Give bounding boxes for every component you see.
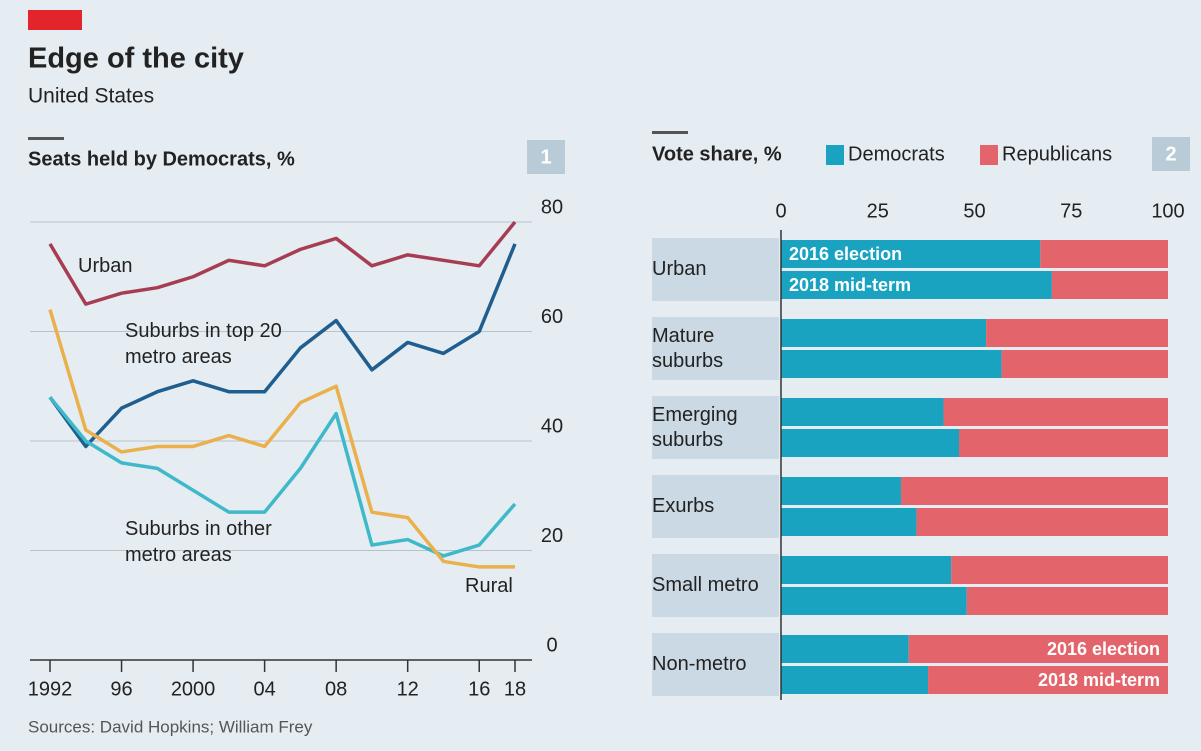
bar-label: 2018 mid-term — [1038, 670, 1160, 690]
bar-segment — [908, 635, 1168, 663]
category-band — [652, 238, 779, 301]
panel-box — [527, 140, 565, 174]
y-tick-label: 40 — [541, 415, 563, 437]
y-tick-label: 60 — [541, 306, 563, 328]
bar-segment — [943, 398, 1168, 426]
category-label: Emerging suburbs — [652, 403, 738, 451]
rule — [652, 131, 688, 134]
chart-title: Seats held by Democrats, % — [28, 148, 295, 170]
category-band — [652, 633, 779, 696]
x-tick-label: 25 — [867, 200, 889, 222]
y-tick-label: 20 — [541, 525, 563, 547]
bar-segment — [916, 508, 1168, 536]
bar-segment — [928, 666, 1168, 694]
category-band — [652, 396, 779, 459]
bar-segment — [781, 508, 917, 536]
x-tick-label: 04 — [253, 678, 275, 700]
legend-swatch — [826, 145, 844, 165]
series-label: Suburbs in other metro areas — [125, 518, 272, 566]
line-series — [48, 243, 517, 449]
x-tick-label: 0 — [775, 200, 786, 222]
bar-segment — [1051, 271, 1168, 299]
bar-segment — [781, 556, 952, 584]
category-label: Small metro — [652, 574, 759, 596]
bar-label: 2016 election — [1047, 639, 1160, 659]
bar-segment — [1040, 240, 1168, 268]
bar-segment — [781, 271, 1052, 299]
panel-number: 2 — [1165, 143, 1176, 165]
y-tick-label: 80 — [541, 196, 563, 218]
bar-segment — [959, 429, 1168, 457]
x-tick-label: 12 — [397, 678, 419, 700]
bar-label: 2016 election — [789, 244, 902, 264]
x-tick-label: 50 — [963, 200, 985, 222]
bar-segment — [781, 587, 967, 615]
series-label: Suburbs in top 20 metro areas — [125, 320, 282, 368]
bar-label: 2018 mid-term — [789, 275, 911, 295]
bar-segment — [951, 556, 1168, 584]
legend-label: Democrats — [848, 143, 945, 165]
line-series — [48, 220, 517, 306]
category-band — [652, 317, 779, 380]
chart-title: Vote share, % — [652, 143, 782, 165]
bar-segment — [781, 477, 901, 505]
bar-segment — [966, 587, 1168, 615]
bar-segment — [986, 319, 1168, 347]
bar-segment — [781, 350, 1002, 378]
x-tick-label: 1992 — [28, 678, 73, 700]
x-tick-label: 16 — [468, 678, 490, 700]
category-label: Non-metro — [652, 653, 747, 675]
legend-swatch — [980, 145, 998, 165]
bar-segment — [781, 635, 909, 663]
category-label: Mature suburbs — [652, 324, 724, 372]
bar-segment — [781, 240, 1041, 268]
bar-segment — [781, 666, 929, 694]
source: Sources: David Hopkins; William Frey — [28, 717, 313, 736]
panel-box — [1152, 137, 1190, 171]
x-tick-label: 75 — [1060, 200, 1082, 222]
subtitle: United States — [28, 85, 154, 108]
bar-segment — [781, 319, 987, 347]
bar-segment — [900, 477, 1168, 505]
x-tick-label: 96 — [110, 678, 132, 700]
x-tick-label: 2000 — [171, 678, 216, 700]
category-label: Exurbs — [652, 495, 715, 517]
x-tick-label: 08 — [325, 678, 347, 700]
bar-segment — [781, 398, 944, 426]
series-label: Urban — [78, 255, 133, 277]
x-tick-label: 18 — [504, 678, 526, 700]
bar-segment — [1001, 350, 1168, 378]
line-series — [48, 309, 515, 569]
title: Edge of the city — [28, 43, 244, 75]
legend-label: Republicans — [1002, 143, 1112, 165]
series-label: Rural — [465, 575, 513, 597]
logo-bar — [28, 10, 82, 30]
panel-number: 1 — [540, 146, 551, 168]
category-band — [652, 554, 779, 617]
x-tick-label: 100 — [1151, 200, 1184, 222]
category-band — [652, 475, 779, 538]
y-tick-label: 0 — [546, 634, 557, 656]
bar-segment — [781, 429, 960, 457]
rule — [28, 137, 64, 140]
category-label: Urban — [652, 258, 707, 280]
